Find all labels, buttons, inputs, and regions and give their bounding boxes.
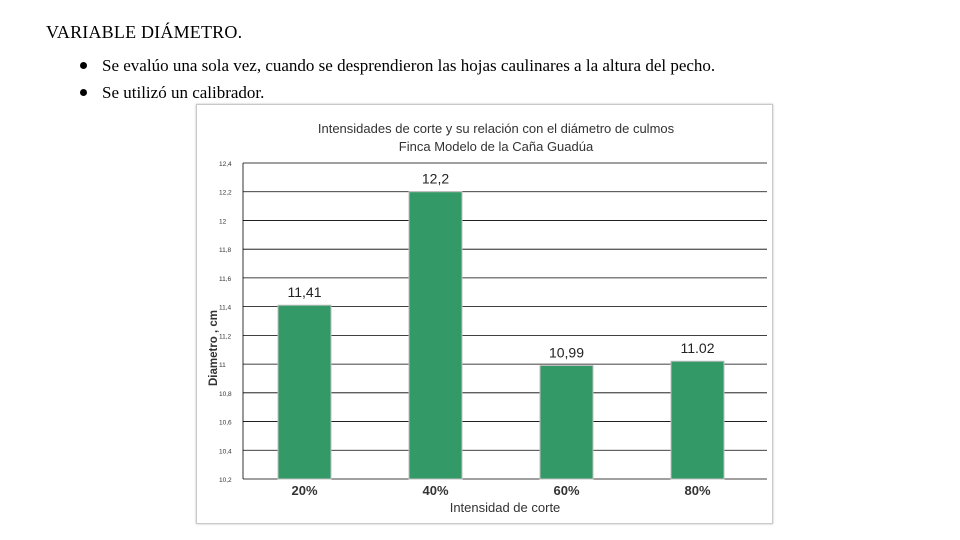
y-tick-label: 12,4: [219, 161, 232, 168]
x-tick-label: 40%: [422, 483, 448, 498]
bullet-list: Se evalúo una sola vez, cuando se despre…: [78, 52, 715, 106]
y-axis-ticks: 10,2 10,4 10,6 10,8 11 11,2 11,4 11,6 11,8 12 12,2…: [219, 161, 232, 484]
y-tick-label: 11: [219, 362, 226, 369]
y-tick-label: 10,6: [219, 420, 232, 427]
bullet-dot-icon: [80, 89, 87, 96]
chart-title: Intensidades de corte y su relación con …: [318, 121, 675, 136]
y-tick-label: 10,8: [219, 391, 232, 398]
bullet-dot-icon: [80, 62, 87, 69]
chart-subtitle: Finca Modelo de la Caña Guadúa: [399, 139, 594, 154]
x-tick-label: 60%: [553, 483, 579, 498]
data-label: 11.02: [681, 340, 715, 356]
x-axis-ticks: 20% 40% 60% 80%: [291, 483, 710, 498]
y-tick-label: 11,4: [219, 305, 232, 312]
x-tick-label: 20%: [291, 483, 317, 498]
bar: [539, 365, 594, 480]
y-tick-label: 11,2: [219, 333, 232, 340]
x-axis-label: Intensidad de corte: [450, 500, 561, 515]
data-label: 10,99: [549, 345, 584, 361]
bullet-text: Se utilizó un calibrador.: [102, 83, 265, 102]
chart-frame: Intensidades de corte y su relación con …: [196, 104, 773, 524]
bar: [670, 360, 725, 480]
x-tick-label: 80%: [684, 483, 710, 498]
bars: 11,41 12,2 10,99 11.02: [277, 171, 725, 480]
y-tick-label: 12,2: [219, 190, 232, 197]
bullet-item: Se utilizó un calibrador.: [78, 79, 715, 106]
data-label: 12,2: [422, 171, 449, 187]
section-heading: VARIABLE DIÁMETRO.: [46, 22, 243, 42]
y-tick-label: 11,6: [219, 276, 232, 283]
y-tick-label: 11,8: [219, 247, 232, 254]
bullet-text: Se evalúo una sola vez, cuando se despre…: [102, 56, 716, 75]
bar: [277, 304, 332, 480]
y-tick-label: 10,4: [219, 448, 232, 455]
bullet-item: Se evalúo una sola vez, cuando se despre…: [78, 52, 715, 79]
y-tick-label: 12: [219, 218, 227, 225]
y-axis-label: Diametro , cm: [208, 310, 220, 386]
y-tick-label: 10,2: [219, 477, 232, 484]
bar-chart: Intensidades de corte y su relación con …: [208, 121, 767, 515]
bar: [408, 191, 463, 480]
data-label: 11,41: [288, 284, 322, 300]
